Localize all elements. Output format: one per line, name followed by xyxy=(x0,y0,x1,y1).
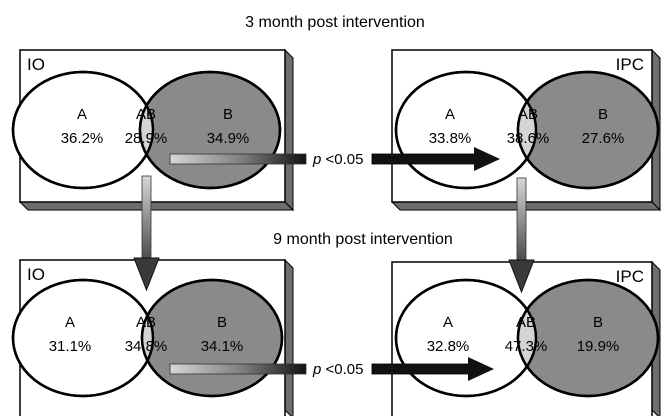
panel-bottom-shading xyxy=(18,201,295,211)
circle-b-outline xyxy=(140,278,284,398)
value-a: 32.8% xyxy=(427,338,470,355)
circle-a-outline xyxy=(394,278,538,398)
label-ab: AB xyxy=(518,106,538,123)
arrow-head xyxy=(474,147,500,171)
panel-group-label: IO xyxy=(27,55,45,74)
arrow-ipc-3m-to-9m xyxy=(508,177,535,294)
circle-b-outline xyxy=(516,278,660,398)
p-threshold: <0.05 xyxy=(321,151,363,168)
arrow-comparison-9-month: p <0.05 xyxy=(169,357,494,381)
label-b: B xyxy=(593,314,603,331)
p-threshold: <0.05 xyxy=(321,361,363,378)
label-b: B xyxy=(217,314,227,331)
arrow-comparison-3-month: p <0.05 xyxy=(169,147,500,171)
panel-group-label: IPC xyxy=(616,55,644,74)
heading-9-month: 9 month post intervention xyxy=(273,231,453,248)
panel-group-label: IPC xyxy=(616,267,644,286)
circle-b-outline xyxy=(138,70,282,190)
panel-side-shading xyxy=(284,48,294,212)
p-value-label: p <0.05 xyxy=(312,361,363,378)
p-symbol: p xyxy=(312,361,321,378)
arrow-shaft-left xyxy=(169,363,307,375)
value-b: 27.6% xyxy=(582,130,625,147)
arrow-head xyxy=(133,257,160,292)
arrow-shaft-right xyxy=(371,153,479,165)
label-ab: AB xyxy=(136,314,156,331)
label-b: B xyxy=(598,106,608,123)
value-a: 33.8% xyxy=(429,130,472,147)
circle-a-outline xyxy=(11,70,155,190)
panel-io-9-month: IO A 31.1% AB 34.8% B 34.1% xyxy=(11,258,294,416)
label-ab: AB xyxy=(516,314,536,331)
arrow-shaft xyxy=(516,177,527,263)
value-b: 19.9% xyxy=(577,338,620,355)
arrow-io-3m-to-9m xyxy=(133,175,160,292)
arrow-head xyxy=(508,259,535,294)
arrow-head xyxy=(468,357,494,381)
value-a: 36.2% xyxy=(61,130,104,147)
arrow-shaft-left xyxy=(169,153,307,165)
value-b: 34.9% xyxy=(207,130,250,147)
label-a: A xyxy=(65,314,75,331)
circle-a-outline xyxy=(11,278,155,398)
panel-side-shading xyxy=(284,258,294,416)
value-ab: 47.3% xyxy=(505,338,548,355)
panel-ipc-3-month: IPC A 33.8% AB 38.6% B 27.6% xyxy=(390,48,662,212)
value-ab: 38.6% xyxy=(507,130,550,147)
panel-group-label: IO xyxy=(27,265,45,284)
arrow-shaft xyxy=(141,175,152,261)
label-a: A xyxy=(77,106,87,123)
panel-io-3-month: IO A 36.2% AB 28.9% B 34.9% xyxy=(11,48,295,212)
arrow-shaft-right xyxy=(371,363,473,375)
p-symbol: p xyxy=(312,151,321,168)
value-ab: 34.8% xyxy=(125,338,168,355)
heading-3-month: 3 month post intervention xyxy=(245,14,425,31)
value-a: 31.1% xyxy=(49,338,92,355)
label-a: A xyxy=(443,314,453,331)
p-value-label: p <0.05 xyxy=(312,151,363,168)
panel-ipc-9-month: IPC A 32.8% AB 47.3% B 19.9% xyxy=(391,260,661,416)
value-ab: 28.9% xyxy=(125,130,168,147)
circle-a-outline xyxy=(394,70,538,190)
value-b: 34.1% xyxy=(201,338,244,355)
label-a: A xyxy=(445,106,455,123)
label-ab: AB xyxy=(136,106,156,123)
label-b: B xyxy=(223,106,233,123)
circle-b-outline xyxy=(516,70,660,190)
